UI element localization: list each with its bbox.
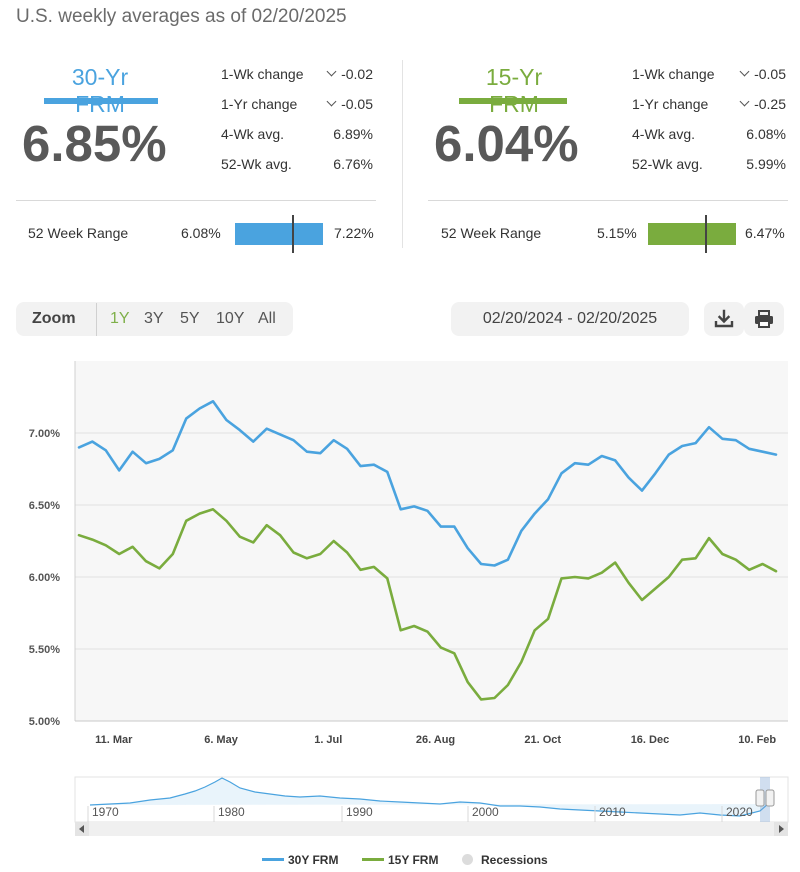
range-low: 5.15% [597,225,637,241]
zoom-all-button[interactable]: All [258,310,276,327]
range-current-marker [705,215,707,253]
x-tick-label: 26. Aug [416,734,455,746]
main-chart[interactable]: 5.00% 5.50% 6.00% 6.50% 7.00% 11. Mar 6. May 1.… [0,355,800,755]
current-rate: 6.85% [22,115,167,172]
fiftytwo-wk-avg-label: 52-Wk avg. [632,156,703,172]
range-high: 6.47% [745,225,785,241]
date-range-input[interactable]: 02/20/2024 - 02/20/2025 [451,302,689,336]
card-title: 30-Yr FRM [71,64,129,117]
page-subtitle: U.S. weekly averages as of 02/20/2025 [16,6,347,27]
navigator-year-label: 1970 [92,805,119,819]
four-wk-avg-value: 6.08% [746,126,786,142]
zoom-3y-button[interactable]: 3Y [144,310,164,327]
download-icon [714,309,734,328]
chevron-down-icon [739,96,750,107]
x-tick-label: 16. Dec [631,734,670,746]
y-tick-label: 5.50% [29,644,60,656]
arrow-left-icon [79,825,84,833]
legend-dot-recessions [462,854,473,866]
series-line-15y[interactable] [77,508,778,701]
range-label: 52 Week Range [28,225,129,241]
card-title: 15-Yr FRM [485,64,543,117]
arrow-right-icon [779,825,784,833]
navigator-selection[interactable] [760,777,770,822]
print-button[interactable] [744,302,784,336]
one-yr-change-label: 1-Yr change [632,96,709,112]
zoom-label: Zoom [32,310,76,327]
range-low: 6.08% [181,225,221,241]
one-yr-change-value: -0.05 [303,96,373,112]
x-tick-label: 6. May [204,734,239,746]
y-tick-label: 7.00% [29,428,60,440]
navigator-year-label: 1980 [218,805,245,819]
one-yr-change-value: -0.25 [716,96,786,112]
navigator-scrollbar[interactable] [75,822,788,836]
four-wk-avg-label: 4-Wk avg. [221,126,285,142]
range-bar [648,223,736,245]
download-button[interactable] [704,302,744,336]
navigator-handle-right[interactable] [765,789,775,807]
one-wk-change-value: -0.02 [303,66,373,82]
four-wk-avg-value: 6.89% [333,126,373,142]
navigator-handle-left[interactable] [755,789,765,807]
card-title-underline [44,98,158,104]
zoom-1y-button[interactable]: 1Y [110,310,130,327]
card-15yr: 15-Yr FRM 6.04% 1-Wk change -0.05 1-Yr c… [428,58,798,258]
current-rate: 6.04% [434,115,579,172]
one-wk-change-label: 1-Wk change [221,66,304,82]
x-tick-label: 11. Mar [95,734,133,746]
legend-item-30y[interactable]: 30Y FRM [262,853,338,867]
navigator-series [89,777,769,817]
legend-line-30y [262,858,284,862]
chevron-down-icon [326,96,337,107]
range-bar [235,223,323,245]
card-title-underline [459,98,567,104]
zoom-10y-button[interactable]: 10Y [216,310,245,327]
one-wk-change-value: -0.05 [716,66,786,82]
card-divider [428,200,788,201]
four-wk-avg-label: 4-Wk avg. [632,126,696,142]
card-30yr: 30-Yr FRM 6.85% 1-Wk change -0.02 1-Yr c… [16,58,386,258]
range-current-marker [292,215,294,253]
chevron-down-icon [739,66,750,77]
navigator[interactable]: 1970 1980 1990 2000 2010 2020 [0,772,800,842]
x-tick-label: 10. Feb [738,734,776,746]
zoom-separator [96,303,97,336]
chevron-down-icon [326,66,337,77]
printer-icon [755,310,773,328]
y-tick-label: 6.00% [29,572,60,584]
zoom-bar [16,302,293,336]
plot-area [75,361,788,721]
fiftytwo-wk-avg-value: 5.99% [746,156,786,172]
range-high: 7.22% [334,225,374,241]
legend-item-15y[interactable]: 15Y FRM [362,853,438,867]
navigator-year-label: 2020 [726,805,753,819]
card-divider [16,200,376,201]
y-tick-label: 6.50% [29,500,60,512]
y-tick-label: 5.00% [29,716,60,728]
x-tick-label: 21. Oct [524,734,561,746]
range-label: 52 Week Range [441,225,542,241]
fiftytwo-wk-avg-value: 6.76% [333,156,373,172]
navigator-year-label: 2000 [472,805,499,819]
one-yr-change-label: 1-Yr change [221,96,298,112]
zoom-5y-button[interactable]: 5Y [180,310,200,327]
series-line-30y[interactable] [77,399,778,567]
legend-line-15y [362,858,384,862]
navigator-year-label: 1990 [346,805,373,819]
card-separator [402,60,403,248]
navigator-year-label: 2010 [599,805,626,819]
x-tick-label: 1. Jul [314,734,342,746]
fiftytwo-wk-avg-label: 52-Wk avg. [221,156,292,172]
legend-item-recessions[interactable]: Recessions [462,853,548,867]
one-wk-change-label: 1-Wk change [632,66,715,82]
